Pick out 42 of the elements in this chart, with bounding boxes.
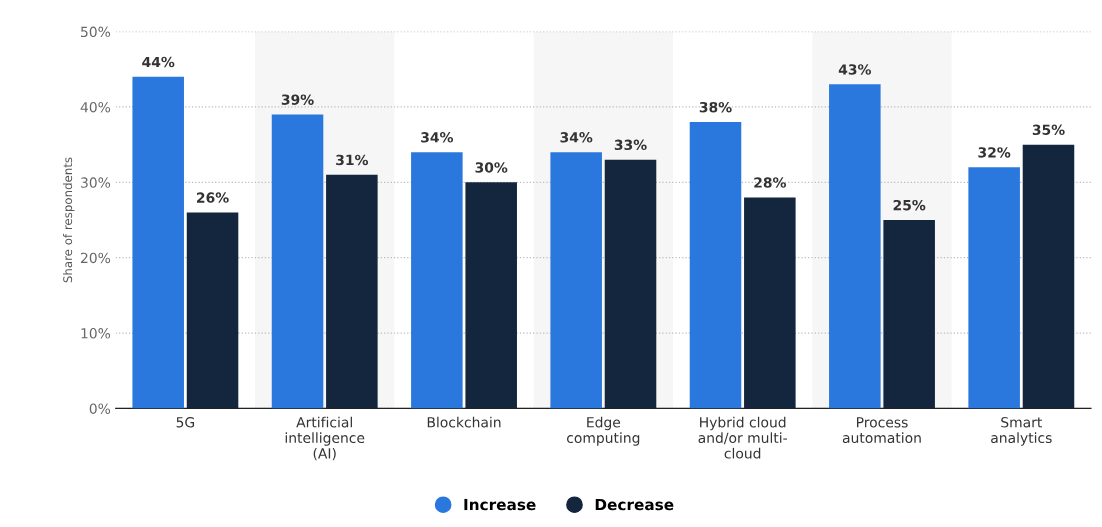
y-tick-label: 20% [81, 252, 111, 264]
data-label: 33% [614, 139, 647, 151]
y-tick-label: 50% [81, 26, 111, 38]
x-tick-label: 5G [176, 417, 195, 428]
data-label: 43% [838, 64, 872, 75]
data-label: 35% [1032, 124, 1065, 136]
x-tick-label: Process automation [842, 417, 921, 444]
data-label: 44% [142, 56, 175, 68]
data-label: 31% [336, 154, 369, 166]
data-label: 39% [281, 94, 314, 105]
legend-label: Decrease [595, 498, 674, 511]
data-label: 26% [197, 192, 229, 203]
data-label: 28% [754, 177, 787, 188]
bar [744, 197, 796, 409]
bar [1022, 144, 1075, 409]
data-label: 34% [421, 132, 454, 143]
bar [411, 152, 463, 409]
x-tick-label: Blockchain [427, 416, 501, 428]
y-tick-label: 10% [81, 328, 111, 339]
bar [604, 159, 657, 409]
bar [186, 212, 239, 409]
y-tick-label: 40% [80, 101, 111, 113]
data-label: 34% [560, 132, 593, 143]
data-label: 30% [475, 162, 508, 173]
x-tick-label: Edge computing [567, 416, 640, 446]
data-label: 25% [893, 199, 926, 211]
data-label: 38% [699, 101, 732, 113]
data-label: 32% [978, 147, 1011, 158]
y-tick-label: 30% [81, 177, 111, 188]
x-tick-label: Artificial intelligence (AI) [285, 416, 365, 461]
bar [550, 152, 602, 409]
bar [689, 122, 742, 409]
x-tick-label: Smart analytics [991, 417, 1052, 446]
x-tick-label: Hybrid cloud and/or multi- cloud [698, 416, 787, 459]
y-tick-label: 0% [89, 403, 111, 414]
bar [326, 174, 378, 409]
bar [968, 167, 1020, 409]
bar [883, 220, 935, 409]
y-axis-title: Share of respondents [63, 157, 75, 283]
bar [132, 76, 184, 409]
legend-label: Increase [464, 498, 536, 511]
bar [465, 182, 517, 409]
